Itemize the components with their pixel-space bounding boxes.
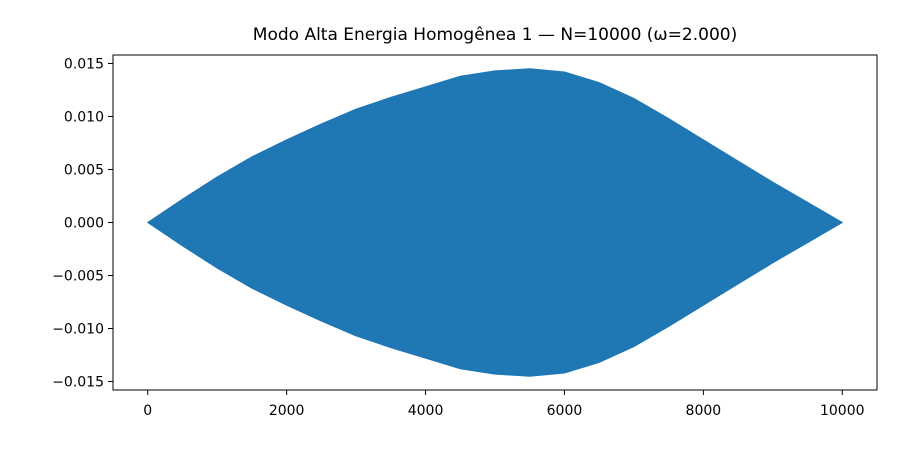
y-axis: 0.015 0.010 0.005 0.000 −0.005 −0.010 −0.015: [52, 56, 113, 391]
x-tick-label: 2000: [269, 403, 305, 419]
axes-frame: [112, 54, 878, 391]
x-tick-label: 6000: [547, 403, 583, 419]
x-tick-label: 4000: [408, 403, 444, 419]
y-tick-label: −0.010: [52, 322, 104, 338]
y-tick-label: 0.015: [64, 56, 104, 72]
y-tick-label: 0.000: [64, 216, 104, 232]
x-tick-label: 8000: [686, 403, 722, 419]
y-tick-label: 0.005: [64, 162, 104, 178]
y-tick-label: −0.005: [52, 269, 104, 285]
plot-area: [146, 68, 844, 377]
x-axis: 0 2000 4000 6000 8000 10000: [143, 390, 865, 419]
x-tick-label: 0: [143, 403, 152, 419]
y-tick-label: −0.015: [52, 375, 104, 391]
y-tick-label: 0.010: [64, 109, 104, 125]
x-tick-label: 10000: [820, 403, 865, 419]
series-0-envelope: [146, 68, 844, 377]
chart-title: Modo Alta Energia Homogênea 1 — N=10000 …: [253, 25, 737, 45]
